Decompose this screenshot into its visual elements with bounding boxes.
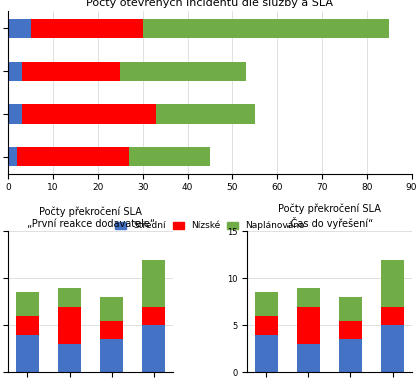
Bar bbox=[129, 147, 210, 166]
Title: Počty otevřených incidentů dle služby a SLA: Počty otevřených incidentů dle služby a … bbox=[87, 0, 333, 8]
Bar bbox=[255, 293, 278, 316]
Bar bbox=[8, 62, 22, 81]
Bar bbox=[31, 19, 143, 38]
Bar bbox=[255, 316, 278, 335]
Bar bbox=[297, 307, 320, 344]
Bar bbox=[16, 293, 39, 316]
Bar bbox=[8, 104, 22, 124]
Bar bbox=[339, 339, 362, 372]
Bar bbox=[100, 297, 123, 321]
Title: Počty překročení SLA
„První reakce dodavatele“: Počty překročení SLA „První reakce dodav… bbox=[27, 206, 155, 229]
Bar bbox=[255, 335, 278, 372]
Bar bbox=[381, 325, 404, 372]
Title: Počty překročení SLA
„Čas do vyřešení“: Počty překročení SLA „Čas do vyřešení“ bbox=[278, 204, 381, 229]
Bar bbox=[121, 62, 246, 81]
Bar bbox=[156, 104, 255, 124]
Legend: Střední, Nízské, Naplánováno: Střední, Nízské, Naplánováno bbox=[111, 218, 309, 234]
Bar bbox=[58, 307, 81, 344]
Bar bbox=[297, 288, 320, 307]
Bar bbox=[16, 316, 39, 335]
Bar bbox=[16, 335, 39, 372]
Bar bbox=[8, 147, 17, 166]
Bar bbox=[58, 288, 81, 307]
Bar bbox=[339, 297, 362, 321]
Bar bbox=[17, 147, 129, 166]
Bar bbox=[143, 19, 389, 38]
Bar bbox=[142, 325, 165, 372]
Bar bbox=[22, 62, 121, 81]
Bar bbox=[381, 307, 404, 325]
Bar bbox=[8, 19, 31, 38]
Bar bbox=[381, 260, 404, 307]
Bar bbox=[100, 339, 123, 372]
Bar bbox=[142, 307, 165, 325]
Bar bbox=[58, 344, 81, 372]
Bar bbox=[297, 344, 320, 372]
Bar bbox=[142, 260, 165, 307]
Bar bbox=[100, 321, 123, 339]
Bar bbox=[22, 104, 156, 124]
Bar bbox=[339, 321, 362, 339]
